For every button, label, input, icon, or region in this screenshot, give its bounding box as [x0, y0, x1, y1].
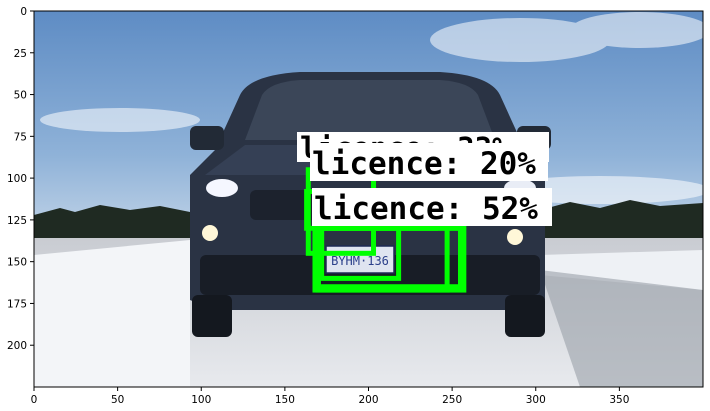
x-tick-label: 300	[526, 394, 546, 406]
y-tick-label: 25	[14, 48, 27, 60]
snowbank-right	[540, 250, 703, 290]
treeline	[34, 200, 703, 245]
detection-label-52: licence: 52%	[314, 191, 538, 227]
x-tick-label: 200	[358, 394, 378, 406]
wheel-right	[505, 295, 545, 337]
y-tick-label: 100	[7, 173, 27, 185]
detection-label-20-group: licence: 20%	[310, 143, 548, 182]
snowbank-left	[34, 240, 190, 387]
car: BYHM·136	[190, 72, 551, 337]
detection-label-52-group: licence: 52%	[312, 188, 552, 227]
x-tick-label: 250	[442, 394, 462, 406]
y-tick-label: 75	[14, 131, 27, 143]
road-right	[540, 270, 703, 387]
foglight-left	[202, 225, 218, 241]
headlight-left	[206, 179, 238, 197]
y-axis: 0 25 50 75 100 125 150 175 200	[7, 6, 34, 352]
y-tick-label: 0	[20, 6, 27, 18]
y-tick-label: 175	[7, 298, 27, 310]
y-tick-label: 50	[14, 90, 27, 102]
y-tick-label: 200	[7, 340, 27, 352]
photo: BYHM·136 licence: 33% licence: 20% licen…	[34, 11, 703, 387]
x-tick-label: 0	[31, 394, 38, 406]
x-tick-label: 50	[111, 394, 124, 406]
license-plate	[325, 245, 395, 274]
car-windshield	[245, 80, 495, 140]
car-mirror-left	[190, 126, 224, 150]
y-tick-label: 150	[7, 257, 27, 269]
wheel-left	[192, 295, 232, 337]
foglight-right	[507, 229, 523, 245]
x-tick-label: 100	[191, 394, 211, 406]
license-plate-text: BYHM·136	[331, 254, 389, 268]
x-axis: 0 50 100 150 200 250 300 350	[31, 387, 629, 406]
y-tick-label: 125	[7, 215, 27, 227]
detection-label-20: licence: 20%	[312, 146, 536, 182]
x-tick-label: 350	[609, 394, 629, 406]
x-tick-label: 150	[275, 394, 295, 406]
